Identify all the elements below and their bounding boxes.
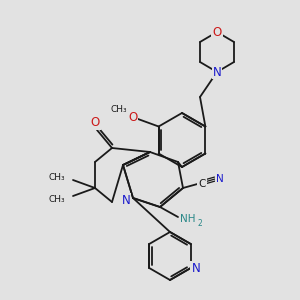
Text: N: N xyxy=(213,65,221,79)
Text: N: N xyxy=(122,194,130,206)
Text: 2: 2 xyxy=(198,220,203,229)
Text: NH: NH xyxy=(180,214,196,224)
Text: C: C xyxy=(198,179,206,189)
Text: CH₃: CH₃ xyxy=(110,105,127,114)
Text: CH₃: CH₃ xyxy=(49,194,65,203)
Text: O: O xyxy=(128,111,137,124)
Text: O: O xyxy=(90,116,100,130)
Text: O: O xyxy=(212,26,222,38)
Text: N: N xyxy=(216,174,224,184)
Text: CH₃: CH₃ xyxy=(49,172,65,182)
Text: N: N xyxy=(191,262,200,275)
